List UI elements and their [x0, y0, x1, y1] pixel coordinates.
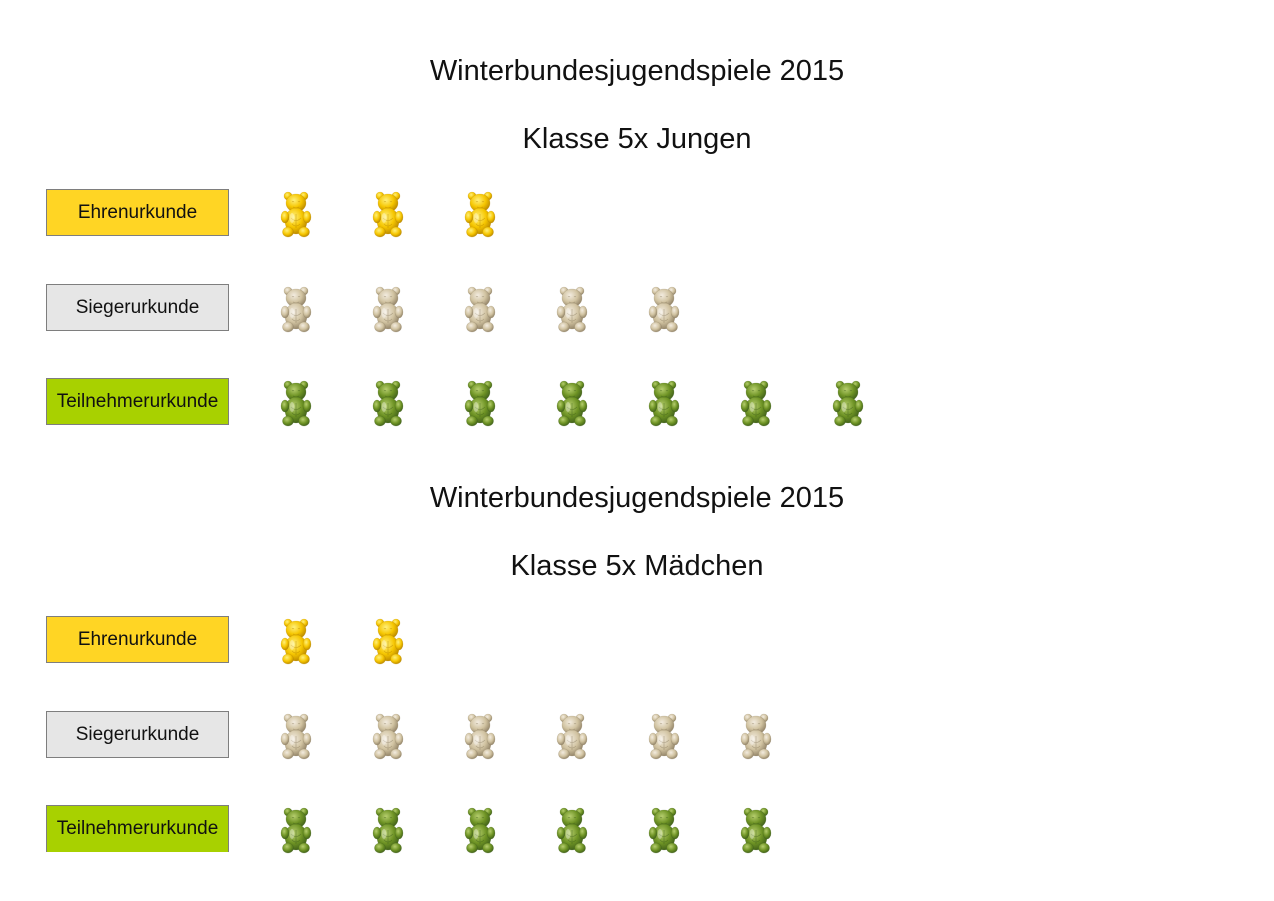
- row-siegerurkunde: Siegerurkunde: [0, 711, 1274, 761]
- gummy-bear-icon: [556, 807, 588, 854]
- gummy-bear-icon: [556, 713, 588, 760]
- gummy-bear-icon: [464, 380, 496, 427]
- gummy-bear-icon: [464, 807, 496, 854]
- gummy-bear-icon: [648, 380, 680, 427]
- bear-row: [280, 189, 980, 239]
- chart-title: Winterbundesjugendspiele 2015: [429, 55, 845, 87]
- gummy-bear-icon: [648, 286, 680, 333]
- row-siegerurkunde: Siegerurkunde: [0, 284, 1274, 334]
- gummy-bear-icon: [740, 380, 772, 427]
- chart-subtitle: Klasse 5x Mädchen: [510, 550, 764, 582]
- gummy-bear-icon: [280, 618, 312, 665]
- bear-row: [280, 805, 980, 855]
- bear-row: [280, 378, 980, 428]
- gummy-bear-icon: [280, 191, 312, 238]
- gummy-bear-icon: [740, 713, 772, 760]
- gummy-bear-icon: [372, 286, 404, 333]
- row-teilnehmerurkunde: Teilnehmerurkunde: [0, 378, 1274, 428]
- category-label-ehrenurkunde: Ehrenurkunde: [46, 189, 229, 236]
- gummy-bear-icon: [280, 807, 312, 854]
- row-ehrenurkunde: Ehrenurkunde: [0, 616, 1274, 666]
- gummy-bear-icon: [372, 713, 404, 760]
- chart-subtitle: Klasse 5x Jungen: [522, 123, 752, 155]
- bear-row: [280, 711, 980, 761]
- gummy-bear-icon: [556, 286, 588, 333]
- gummy-bear-icon: [832, 380, 864, 427]
- row-ehrenurkunde: Ehrenurkunde: [0, 189, 1274, 239]
- category-label-teilnehmerurkunde: Teilnehmerurkunde: [46, 378, 229, 425]
- gummy-bear-icon: [648, 713, 680, 760]
- gummy-bear-icon: [648, 807, 680, 854]
- gummy-bear-icon: [464, 191, 496, 238]
- category-label-ehrenurkunde: Ehrenurkunde: [46, 616, 229, 663]
- gummy-bear-icon: [280, 380, 312, 427]
- gummy-bear-icon: [464, 286, 496, 333]
- gummy-bear-icon: [556, 380, 588, 427]
- gummy-bear-icon: [372, 191, 404, 238]
- gummy-bear-icon: [464, 713, 496, 760]
- bear-row: [280, 284, 980, 334]
- gummy-bear-icon: [372, 380, 404, 427]
- gummy-bear-icon: [280, 286, 312, 333]
- category-label-teilnehmerurkunde: Teilnehmerurkunde: [46, 805, 229, 852]
- bear-row: [280, 616, 980, 666]
- gummy-bear-icon: [740, 807, 772, 854]
- category-label-siegerurkunde: Siegerurkunde: [46, 711, 229, 758]
- chart-title: Winterbundesjugendspiele 2015: [429, 482, 845, 514]
- category-label-siegerurkunde: Siegerurkunde: [46, 284, 229, 331]
- gummy-bear-icon: [372, 618, 404, 665]
- row-teilnehmerurkunde: Teilnehmerurkunde: [0, 805, 1274, 855]
- gummy-bear-icon: [372, 807, 404, 854]
- gummy-bear-icon: [280, 713, 312, 760]
